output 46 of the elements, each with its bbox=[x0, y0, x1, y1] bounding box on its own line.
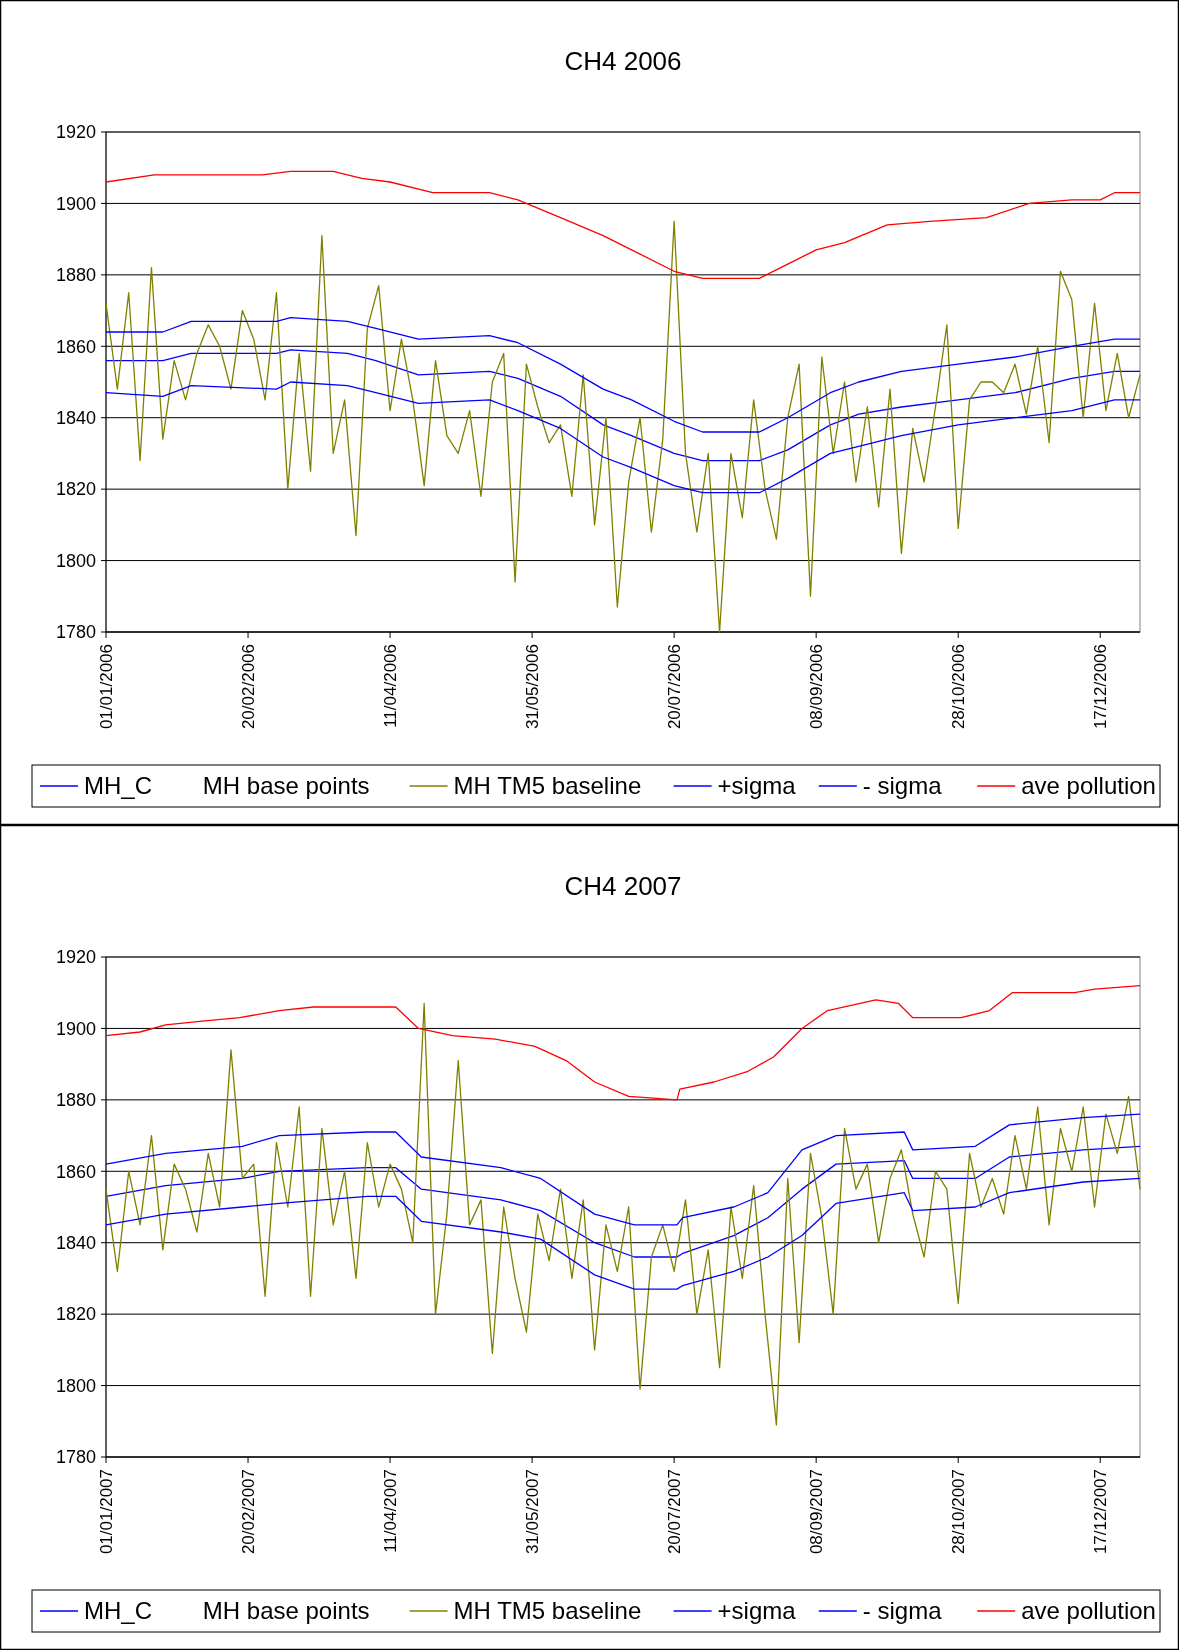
legend-label: - sigma bbox=[862, 1597, 943, 1625]
y-tick-label: 1880 bbox=[55, 265, 96, 286]
y-tick-label: 1900 bbox=[55, 1018, 96, 1039]
y-tick-label: 1860 bbox=[55, 1161, 96, 1182]
x-tick-label: 20/07/2006 bbox=[665, 644, 685, 730]
legend-label: MH_C bbox=[84, 1597, 153, 1625]
x-tick-label: 28/10/2007 bbox=[949, 1469, 969, 1555]
chart-title: CH4 2007 bbox=[564, 871, 682, 901]
y-tick-label: 1920 bbox=[55, 947, 96, 968]
x-tick-label: 20/02/2006 bbox=[238, 644, 258, 730]
y-tick-label: 1780 bbox=[55, 622, 96, 643]
x-tick-label: 17/12/2007 bbox=[1091, 1469, 1111, 1555]
x-tick-label: 11/04/2006 bbox=[381, 644, 401, 728]
x-tick-label: 20/07/2007 bbox=[665, 1469, 685, 1555]
legend-label: MH TM5 baseline bbox=[453, 772, 642, 800]
legend-label: +sigma bbox=[717, 1597, 797, 1625]
x-tick-label: 31/05/2007 bbox=[523, 1469, 543, 1555]
y-tick-label: 1860 bbox=[55, 336, 96, 357]
chart-title: CH4 2006 bbox=[564, 46, 682, 76]
legend-label: MH_C bbox=[84, 772, 153, 800]
y-tick-label: 1920 bbox=[55, 122, 96, 143]
x-tick-label: 08/09/2006 bbox=[807, 644, 827, 730]
x-tick-label: 17/12/2006 bbox=[1091, 644, 1111, 730]
y-tick-label: 1800 bbox=[55, 1375, 96, 1396]
legend-label: ave pollution bbox=[1021, 772, 1156, 800]
y-tick-label: 1780 bbox=[55, 1447, 96, 1468]
y-tick-label: 1880 bbox=[55, 1090, 96, 1111]
x-tick-label: 11/04/2007 bbox=[381, 1469, 401, 1553]
legend-label: +sigma bbox=[717, 772, 797, 800]
y-tick-label: 1820 bbox=[55, 479, 96, 500]
x-tick-label: 20/02/2007 bbox=[238, 1469, 258, 1555]
y-tick-label: 1800 bbox=[55, 550, 96, 571]
legend-label: MH TM5 baseline bbox=[453, 1597, 642, 1625]
x-tick-label: 28/10/2006 bbox=[949, 644, 969, 730]
text: MH base points bbox=[202, 1597, 370, 1625]
legend-label: - sigma bbox=[862, 772, 943, 800]
y-tick-label: 1840 bbox=[55, 408, 96, 429]
y-tick-label: 1900 bbox=[55, 193, 96, 214]
y-tick-label: 1840 bbox=[55, 1233, 96, 1254]
x-tick-label: 08/09/2007 bbox=[807, 1469, 827, 1555]
x-tick-label: 31/05/2006 bbox=[523, 644, 543, 730]
text: MH base points bbox=[202, 772, 370, 800]
legend-label: ave pollution bbox=[1021, 1597, 1156, 1625]
x-tick-label: 01/01/2007 bbox=[96, 1469, 116, 1555]
y-tick-label: 1820 bbox=[55, 1304, 96, 1325]
x-tick-label: 01/01/2006 bbox=[96, 644, 116, 730]
